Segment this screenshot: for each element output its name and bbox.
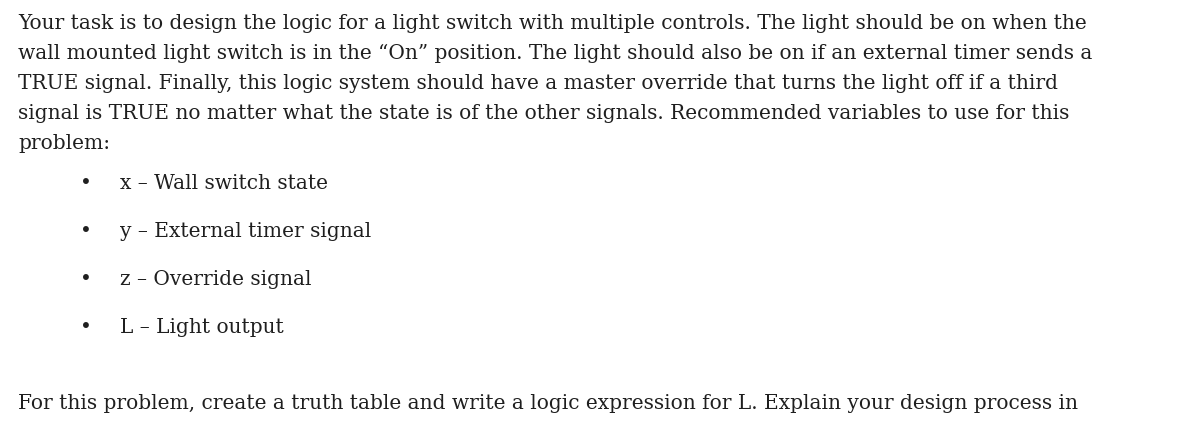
Text: •: • bbox=[80, 174, 92, 193]
Text: •: • bbox=[80, 222, 92, 241]
Text: problem:: problem: bbox=[18, 134, 110, 153]
Text: wall mounted light switch is in the “On” position. The light should also be on i: wall mounted light switch is in the “On”… bbox=[18, 44, 1092, 63]
Text: x – Wall switch state: x – Wall switch state bbox=[120, 174, 328, 193]
Text: Your task is to design the logic for a light switch with multiple controls. The : Your task is to design the logic for a l… bbox=[18, 14, 1087, 33]
Text: For this problem, create a truth table and write a logic expression for L. Expla: For this problem, create a truth table a… bbox=[18, 394, 1078, 413]
Text: •: • bbox=[80, 318, 92, 337]
Text: •: • bbox=[80, 270, 92, 289]
Text: L – Light output: L – Light output bbox=[120, 318, 283, 337]
Text: TRUE signal. Finally, this logic system should have a master override that turns: TRUE signal. Finally, this logic system … bbox=[18, 74, 1058, 93]
Text: signal is TRUE no matter what the state is of the other signals. Recommended var: signal is TRUE no matter what the state … bbox=[18, 104, 1069, 123]
Text: z – Override signal: z – Override signal bbox=[120, 270, 312, 289]
Text: y – External timer signal: y – External timer signal bbox=[120, 222, 371, 241]
